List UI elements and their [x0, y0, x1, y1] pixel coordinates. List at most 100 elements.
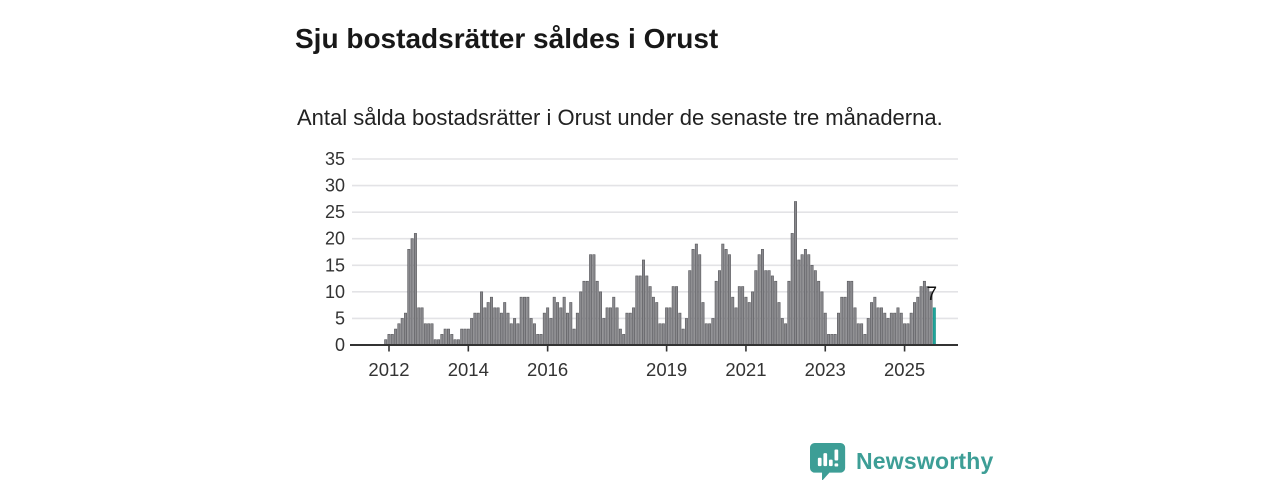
bar — [790, 233, 794, 346]
y-tick-label: 10 — [325, 282, 345, 302]
x-tick-label: 2021 — [725, 359, 766, 380]
bar — [807, 254, 811, 346]
bar — [625, 312, 629, 346]
bar — [463, 328, 467, 346]
bar — [559, 307, 563, 346]
bar — [466, 328, 470, 346]
bar — [486, 302, 490, 346]
bar — [532, 323, 536, 346]
bar — [552, 296, 556, 346]
newsworthy-logo-icon — [810, 442, 846, 480]
bar — [919, 286, 923, 346]
bar — [483, 307, 487, 346]
bar — [896, 307, 900, 346]
bar — [523, 296, 526, 346]
bar — [645, 275, 649, 346]
bar — [873, 296, 877, 346]
bar — [708, 323, 712, 346]
brand-name: Newsworthy — [856, 447, 994, 474]
bar — [734, 307, 738, 346]
bar — [906, 323, 910, 346]
bar — [427, 323, 431, 346]
bar — [846, 280, 850, 346]
bar — [595, 280, 599, 346]
bar — [751, 291, 755, 346]
x-tick-label: 2012 — [368, 359, 409, 380]
y-tick-label: 0 — [335, 335, 345, 355]
brand-lockup: Newsworthy — [810, 441, 993, 480]
bar — [651, 296, 655, 346]
bar — [582, 280, 586, 346]
bar — [903, 323, 907, 346]
bar — [658, 323, 662, 346]
bar — [853, 307, 857, 346]
bar — [889, 312, 893, 346]
bar — [665, 307, 669, 346]
bar — [638, 275, 642, 346]
bar — [612, 296, 616, 346]
bar — [605, 307, 609, 346]
bar — [569, 302, 573, 346]
bar — [443, 328, 447, 346]
bar — [503, 302, 507, 346]
bar — [794, 201, 797, 346]
bar — [519, 296, 523, 346]
bar — [909, 312, 913, 346]
bar — [922, 280, 926, 346]
bar — [513, 318, 517, 346]
bar — [823, 312, 827, 346]
x-tick-label: 2016 — [527, 359, 568, 380]
bar — [536, 334, 540, 346]
bar — [718, 270, 721, 346]
bar — [661, 323, 665, 346]
sales-bar-chart: 0 5 10 15 20 25 30 35 2012 2014 2016 2019 2021 2023 20… — [310, 148, 980, 398]
bar — [397, 323, 401, 346]
bar — [480, 291, 484, 346]
bar — [592, 254, 596, 346]
bar — [671, 286, 675, 346]
bar — [413, 233, 417, 346]
bar — [820, 291, 824, 346]
bar — [704, 323, 708, 346]
bar — [774, 280, 778, 346]
bar — [635, 275, 639, 346]
bar — [642, 259, 645, 346]
bar — [777, 302, 781, 346]
mini-bar-chart-glyph — [817, 449, 839, 467]
bar — [579, 291, 583, 346]
bar — [893, 312, 897, 346]
bar — [714, 280, 718, 346]
bar — [615, 307, 619, 346]
x-tick-label: 2025 — [884, 359, 925, 380]
bar — [863, 334, 867, 346]
bar — [760, 249, 764, 346]
bar — [542, 312, 546, 346]
bar — [516, 323, 520, 346]
bar — [440, 334, 444, 346]
page-title: Sju bostadsrätter såldes i Orust — [295, 22, 719, 54]
bar — [529, 318, 533, 346]
bar — [476, 312, 480, 346]
bar — [784, 323, 788, 346]
y-tick-label: 30 — [325, 176, 345, 196]
bar — [840, 296, 844, 346]
y-tick-label: 35 — [325, 149, 345, 169]
bar — [632, 307, 636, 346]
bar — [886, 318, 890, 346]
x-tick-label: 2023 — [805, 359, 846, 380]
bar — [390, 334, 394, 346]
bar — [410, 238, 414, 346]
bar — [833, 334, 837, 346]
bar — [539, 334, 543, 346]
last-value-annotation: 7 — [927, 284, 938, 305]
bar — [470, 318, 474, 346]
bar — [575, 312, 579, 346]
bar — [423, 323, 427, 346]
bar — [810, 264, 814, 346]
bar — [883, 312, 887, 346]
bar — [585, 280, 589, 346]
bar — [701, 302, 705, 346]
bar — [404, 312, 407, 346]
bar — [489, 296, 493, 346]
